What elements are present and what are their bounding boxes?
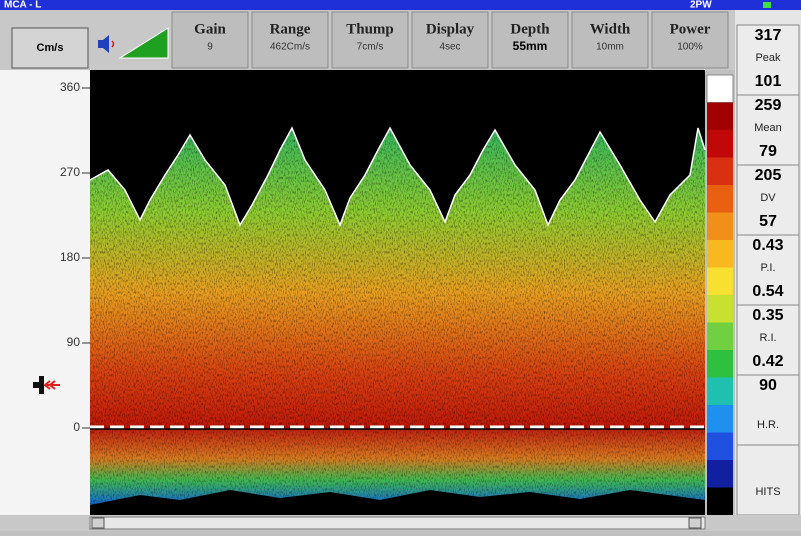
- param-value: 7cm/s: [357, 42, 384, 53]
- measurement-value: 0.54: [752, 283, 783, 300]
- measurement-value: 317: [755, 27, 782, 44]
- measurement-label: Peak: [755, 52, 781, 64]
- param-label: Gain: [194, 21, 226, 37]
- param-cell[interactable]: [252, 12, 328, 68]
- measurement-label: P.I.: [760, 262, 775, 274]
- scroll-right[interactable]: [689, 518, 701, 528]
- measurement-value: 101: [755, 73, 782, 90]
- measurement-value: 90: [759, 377, 777, 394]
- param-label: Range: [270, 21, 311, 37]
- param-label: Display: [426, 21, 475, 37]
- color-swatch: [707, 488, 733, 516]
- param-cell[interactable]: [572, 12, 648, 68]
- param-label: Width: [590, 21, 631, 37]
- window-title: MCA - L: [4, 0, 41, 11]
- color-swatch: [707, 378, 733, 406]
- scale-panel: [0, 70, 90, 515]
- param-value: 9: [207, 42, 213, 53]
- param-cell[interactable]: [412, 12, 488, 68]
- color-swatch: [707, 240, 733, 268]
- color-swatch: [707, 103, 733, 131]
- color-swatch: [707, 295, 733, 323]
- color-swatch: [707, 213, 733, 241]
- scale-label: 270: [60, 165, 80, 179]
- color-swatch: [707, 433, 733, 461]
- measurement-label: DV: [760, 192, 776, 204]
- color-swatch: [707, 350, 733, 378]
- color-swatch: [707, 405, 733, 433]
- param-value: 100%: [677, 42, 703, 53]
- doppler-screen: MCA - L 2PW Cm/s Gain 9 Range 462Cm/s Thump 7…: [0, 0, 801, 531]
- param-value: 10mm: [596, 42, 624, 53]
- scale-label: 180: [60, 250, 80, 264]
- scale-label: 90: [67, 335, 81, 349]
- param-label: Depth: [510, 21, 550, 37]
- measurement-label: H.R.: [757, 419, 779, 431]
- measurement-label: HITS: [755, 486, 780, 498]
- measurement-cell: [737, 445, 799, 515]
- param-label: Thump: [346, 21, 394, 37]
- spectrogram: [90, 70, 705, 515]
- mode-label: 2PW: [690, 0, 712, 11]
- title-bar: [0, 0, 801, 10]
- color-swatch: [707, 268, 733, 296]
- measurement-value: 205: [755, 167, 782, 184]
- unit-button-label[interactable]: Cm/s: [37, 42, 64, 54]
- param-cell[interactable]: [332, 12, 408, 68]
- color-bar: [707, 75, 733, 515]
- measurement-value: 259: [755, 97, 782, 114]
- param-value: 4sec: [439, 42, 460, 53]
- param-value: 55mm: [513, 39, 548, 53]
- color-swatch: [707, 158, 733, 186]
- measurement-label: Mean: [754, 122, 782, 134]
- measurement-value: 0.35: [752, 307, 783, 324]
- scrollbar[interactable]: [90, 517, 705, 529]
- color-swatch: [707, 75, 733, 103]
- color-swatch: [707, 130, 733, 158]
- color-swatch: [707, 185, 733, 213]
- scale-label: 360: [60, 80, 80, 94]
- color-swatch: [707, 460, 733, 488]
- measurement-value: 0.42: [752, 353, 783, 370]
- scroll-left[interactable]: [92, 518, 104, 528]
- measurement-value: 0.43: [752, 237, 783, 254]
- measurement-value: 57: [759, 213, 777, 230]
- measurement-label: R.I.: [759, 332, 776, 344]
- scale-label: 0: [73, 420, 80, 434]
- color-swatch: [707, 323, 733, 351]
- param-cell[interactable]: [172, 12, 248, 68]
- param-label: Power: [670, 21, 711, 37]
- measurement-value: 79: [759, 143, 777, 160]
- param-cell[interactable]: [652, 12, 728, 68]
- param-value: 462Cm/s: [270, 42, 310, 53]
- status-indicator: [763, 2, 771, 8]
